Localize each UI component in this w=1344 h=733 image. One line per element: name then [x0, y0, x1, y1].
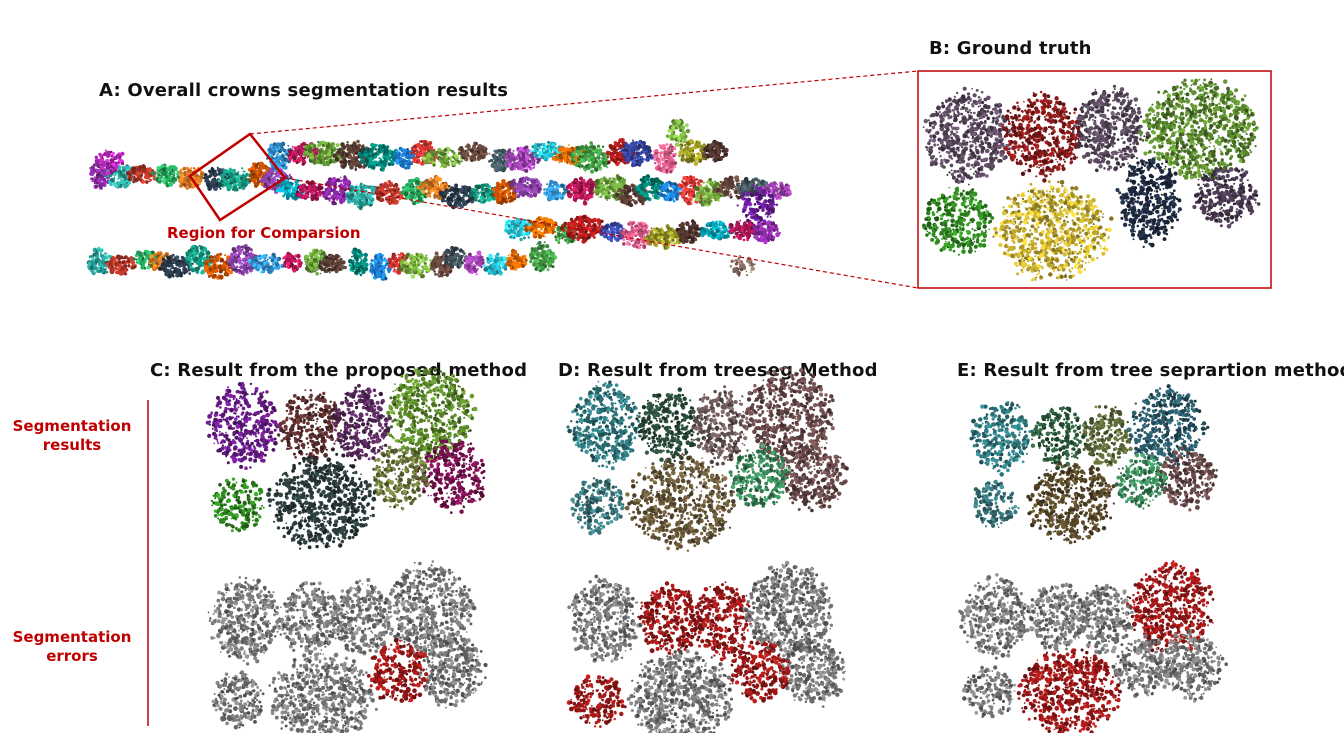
ground-truth-tree-crown [922, 187, 994, 256]
overview-tree-crown [753, 220, 782, 244]
ground-truth-tree-crown [992, 180, 1113, 282]
result-tree-crown [970, 401, 1034, 477]
error-tree-crown [567, 575, 642, 663]
result-tree-crown [1115, 453, 1168, 510]
tree-separation-method-errors [958, 560, 1228, 733]
overview-tree-crown [543, 180, 568, 202]
result-tree-crown [206, 382, 284, 470]
overall-crowns-pointcloud [87, 119, 792, 281]
result-tree-crown [211, 478, 265, 533]
error-tree-crown [567, 674, 627, 727]
error-tree-crown [627, 649, 733, 733]
result-tree-crown [570, 477, 624, 535]
error-tree-crown [212, 670, 265, 729]
error-tree-crown [1029, 583, 1089, 651]
error-tree-crown [958, 573, 1033, 660]
overview-tree-crown [375, 180, 404, 205]
error-tree-crown [269, 653, 378, 733]
error-tree-crown [690, 581, 754, 661]
overview-tree-crown [506, 249, 528, 271]
overview-tree-crown [530, 141, 564, 162]
proposed-method-errors [208, 560, 488, 733]
result-tree-crown [369, 446, 430, 511]
result-tree-crown [332, 384, 392, 461]
error-tree-crown [637, 581, 703, 658]
overview-tree-crown [345, 183, 377, 211]
tree-separation-method-results [970, 384, 1218, 544]
overview-tree-crown [399, 253, 434, 279]
overview-tree-crown [322, 175, 352, 205]
overview-tree-crown [483, 253, 508, 276]
treeseg-method-errors [567, 561, 846, 733]
result-tree-crown [1026, 461, 1115, 544]
overview-tree-crown [529, 241, 557, 272]
result-tree-crown [566, 381, 640, 471]
error-tree-crown [1112, 634, 1174, 698]
result-tree-crown [1031, 406, 1088, 470]
error-tree-crown [1078, 584, 1135, 655]
error-tree-crown [962, 665, 1016, 718]
error-tree-crown [416, 632, 487, 709]
result-tree-crown [742, 366, 835, 463]
ground-truth-tree-crown [923, 87, 1013, 186]
proposed-method-results [206, 367, 486, 550]
overview-tree-crown [151, 164, 182, 188]
ground-truth-tree-crown [1072, 85, 1150, 172]
result-tree-crown [266, 453, 377, 550]
ground-truth-tree-crown [1002, 91, 1082, 183]
overview-tree-crown [653, 143, 678, 174]
ground-truth-pointcloud [922, 78, 1260, 281]
error-tree-crown [1017, 644, 1122, 733]
overview-tree-crown [282, 252, 303, 273]
overview-tree-crown [464, 251, 485, 276]
error-tree-crown [208, 576, 282, 665]
ground-truth-tree-crown [1192, 167, 1260, 229]
overview-tree-crown [676, 219, 703, 244]
treeseg-method-results [566, 366, 848, 552]
result-tree-crown [625, 453, 736, 552]
error-tree-crown [331, 578, 392, 656]
zoom-connector-top [250, 71, 918, 134]
ground-truth-tree-crown [1116, 157, 1183, 248]
result-tree-crown [277, 389, 342, 464]
overview-tree-crown [348, 248, 369, 277]
overview-tree-crown [458, 142, 491, 163]
result-tree-crown [973, 480, 1020, 528]
overview-tree-crown [730, 255, 756, 277]
result-tree-crown [635, 387, 700, 463]
